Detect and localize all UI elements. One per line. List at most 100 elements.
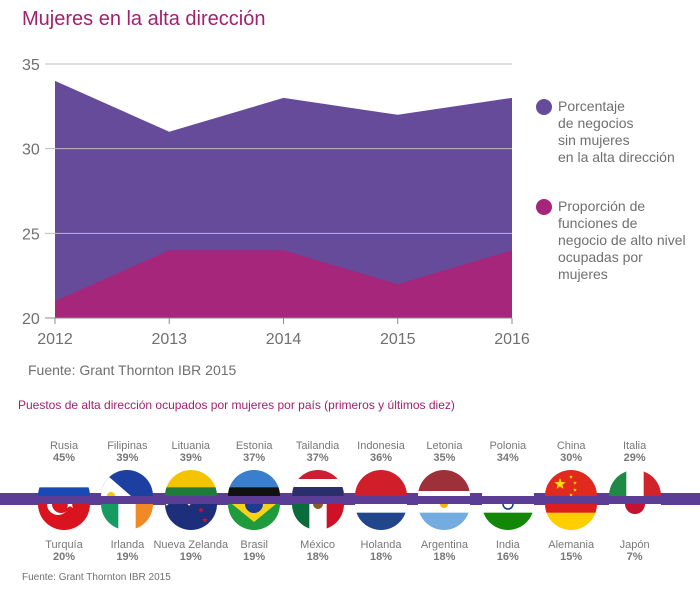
bottom-country-name: Brasil <box>240 539 268 551</box>
thailand-flag-icon <box>291 470 344 496</box>
top-country-name: China <box>556 440 586 452</box>
top-country-pct: 35% <box>433 452 456 464</box>
y-tick-label: 25 <box>22 226 40 243</box>
bottom-country-name: Holanda <box>360 539 402 551</box>
top-country-name: Filipinas <box>107 440 148 452</box>
bottom-country-pct: 16% <box>496 551 519 563</box>
bottom-country-label: México 18% <box>278 539 358 564</box>
top-country-label: Lituania 39% <box>151 440 231 466</box>
y-tick-label: 35 <box>22 57 40 74</box>
top-country-pct: 39% <box>116 452 139 464</box>
china-flag-icon <box>545 470 598 496</box>
italy-flag-icon <box>608 470 661 496</box>
bottom-country-name: Argentina <box>420 539 468 551</box>
bottom-country-label: Irlanda 19% <box>87 539 167 564</box>
poland-flag-icon <box>481 470 534 496</box>
divider-band <box>0 493 700 505</box>
top-country-pct: 36% <box>369 452 393 464</box>
germany-flag-icon <box>545 504 598 530</box>
top-country-name: Lituania <box>171 440 211 452</box>
legend-item-no-women: Porcentaje de negocios sin mujeres en la… <box>536 98 696 166</box>
top-country-label: China 30% <box>531 440 611 466</box>
argentina-flag-icon <box>418 504 471 530</box>
country-column: Estonia 37% Brasil 19% <box>214 440 294 563</box>
top-country-pct: 37% <box>306 452 329 464</box>
country-column: China 30% Alemania 15% <box>531 440 611 563</box>
bottom-country-name: Turquía <box>45 539 83 551</box>
philippines-flag-icon <box>101 470 154 496</box>
bottom-country-pct: 18% <box>369 551 393 563</box>
bottom-country-pct: 19% <box>243 551 266 563</box>
top-country-name: Estonia <box>235 440 273 452</box>
legend-item-women-share: Proporción de funciones de negocio de al… <box>536 198 696 283</box>
bottom-country-name: Nueva Zelanda <box>153 539 229 551</box>
area-chart: 20 25 30 35 2012 2013 2014 2015 2016 <box>22 57 530 348</box>
y-tick-label: 20 <box>22 311 40 328</box>
bottom-country-label: India 16% <box>468 539 548 564</box>
top-country-name: Rusia <box>49 440 79 452</box>
bottom-country-pct: 19% <box>179 551 202 563</box>
x-tick-label: 2016 <box>494 331 530 348</box>
bottom-country-label: Brasil 19% <box>214 539 294 564</box>
top-country-name: Italia <box>622 440 647 452</box>
bottom-country-label: Nueva Zelanda 19% <box>151 539 231 564</box>
legend-label-no-women: Porcentaje de negocios sin mujeres en la… <box>558 98 675 165</box>
legend-swatch-magenta <box>536 199 552 215</box>
mexico-flag-icon <box>291 504 344 530</box>
bottom-country-pct: 18% <box>433 551 456 563</box>
top-country-pct: 37% <box>243 452 266 464</box>
x-tick-label: 2014 <box>266 331 302 348</box>
legend-swatch-purple <box>536 99 552 115</box>
countries-source: Fuente: Grant Thornton IBR 2015 <box>22 572 171 583</box>
top-country-pct: 45% <box>52 452 76 464</box>
bottom-country-pct: 20% <box>52 551 76 563</box>
bottom-country-pct: 7% <box>626 551 643 563</box>
bottom-country-label: Turquía 20% <box>24 539 104 564</box>
area-series-2 <box>55 250 512 318</box>
legend-label-women-share: Proporción de funciones de negocio de al… <box>558 198 686 282</box>
x-tick-label: 2015 <box>380 331 416 348</box>
top-country-label: Rusia 45% <box>24 440 104 466</box>
chart-title: Mujeres en la alta dirección <box>22 8 266 30</box>
top-country-label: Filipinas 39% <box>87 440 167 466</box>
top-country-name: Polonia <box>489 440 527 452</box>
top-country-label: Tailandia 37% <box>278 440 358 466</box>
brazil-flag-icon <box>228 504 281 530</box>
top-country-name: Letonia <box>426 440 463 452</box>
country-column: Indonesia 36% Holanda 18% <box>341 440 421 563</box>
ireland-flag-icon <box>101 504 154 530</box>
bottom-country-pct: 19% <box>116 551 139 563</box>
india-flag-icon <box>481 504 534 530</box>
bottom-country-label: Holanda 18% <box>341 539 421 564</box>
top-country-pct: 30% <box>560 452 583 464</box>
country-column: Lituania 39% Nueva Zelanda 19% <box>151 440 231 563</box>
chart-source: Fuente: Grant Thornton IBR 2015 <box>28 362 237 378</box>
bottom-country-label: Argentina 18% <box>404 539 484 564</box>
top-country-name: Indonesia <box>357 440 405 452</box>
top-country-label: Indonesia 36% <box>341 440 421 466</box>
indonesia-flag-icon <box>355 470 407 496</box>
russia-flag-icon <box>38 470 90 496</box>
bottom-country-pct: 15% <box>560 551 583 563</box>
bottom-country-label: Japón 7% <box>595 539 675 564</box>
latvia-flag-icon <box>418 470 471 496</box>
top-country-name: Tailandia <box>295 440 340 452</box>
lithuania-flag-icon <box>164 470 217 496</box>
top-country-label: Estonia 37% <box>214 440 294 466</box>
country-column: Italia 29% Japón 7% <box>595 440 675 563</box>
top-country-label: Italia 29% <box>595 440 675 466</box>
bottom-country-name: Japón <box>619 539 650 551</box>
bottom-country-name: Irlanda <box>110 539 145 551</box>
x-tick-label: 2012 <box>37 331 73 348</box>
bottom-country-name: Alemania <box>548 539 595 551</box>
new-zealand-flag-icon <box>164 504 217 530</box>
netherlands-flag-icon <box>355 504 407 530</box>
top-country-label: Polonia 34% <box>468 440 548 466</box>
turkey-flag-icon <box>38 504 90 530</box>
bottom-country-name: México <box>300 539 336 551</box>
y-tick-label: 30 <box>22 142 40 159</box>
country-column: Polonia 34% India 16% <box>468 440 548 563</box>
top-country-pct: 29% <box>623 452 646 464</box>
x-tick-label: 2013 <box>151 331 187 348</box>
top-country-pct: 39% <box>179 452 202 464</box>
